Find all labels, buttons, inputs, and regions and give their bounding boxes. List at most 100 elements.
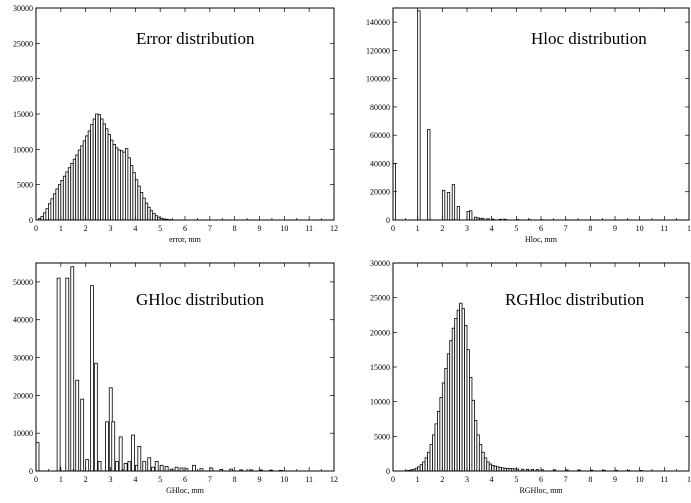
x-tick-label: 4	[490, 475, 494, 484]
y-tick-label: 10000	[13, 429, 33, 438]
histogram-bar	[75, 379, 80, 472]
y-tick-label: 10000	[13, 145, 33, 154]
histogram-bar	[192, 464, 196, 472]
histogram-bar	[105, 421, 109, 472]
x-tick-label: 12	[330, 224, 338, 233]
histogram-bar	[131, 434, 135, 472]
x-axis-label: GHloc, mm	[166, 486, 205, 495]
x-tick-label: 7	[564, 475, 568, 484]
y-tick-label: 30000	[370, 259, 390, 268]
x-tick-label: 10	[280, 475, 288, 484]
histogram-bar	[97, 461, 102, 472]
x-tick-label: 6	[539, 475, 543, 484]
x-tick-label: 8	[588, 224, 592, 233]
x-tick-label: 7	[208, 475, 212, 484]
x-tick-label: 4	[133, 224, 137, 233]
y-tick-label: 20000	[13, 391, 33, 400]
histogram-bar	[93, 362, 98, 472]
x-tick-label: 8	[233, 224, 237, 233]
y-tick-label: 25000	[13, 39, 33, 48]
x-tick-label: 8	[588, 475, 592, 484]
x-tick-label: 0	[34, 224, 38, 233]
x-tick-label: 6	[183, 475, 187, 484]
y-tick-label: 50000	[13, 278, 33, 287]
histogram-bar	[151, 466, 155, 472]
y-tick-label: 30000	[13, 354, 33, 363]
x-tick-label: 1	[687, 475, 691, 484]
histogram-bar	[56, 277, 61, 472]
x-tick-label: 3	[465, 475, 469, 484]
y-tick-label: 0	[386, 467, 390, 476]
x-tick-label: 0	[391, 475, 395, 484]
x-tick-label: 11	[305, 224, 313, 233]
x-tick-label: 9	[613, 475, 617, 484]
x-tick-label: 7	[564, 224, 568, 233]
y-tick-label: 15000	[370, 363, 390, 372]
x-tick-label: 5	[158, 475, 162, 484]
x-tick-label: 1	[416, 475, 420, 484]
x-tick-label: 12	[330, 475, 338, 484]
x-tick-label: 4	[133, 475, 137, 484]
x-tick-label: 1	[416, 224, 420, 233]
histogram-bar	[85, 459, 90, 472]
histogram-bar	[147, 457, 152, 472]
x-tick-label: 10	[280, 224, 288, 233]
x-tick-label: 1	[59, 475, 63, 484]
y-tick-label: 10000	[370, 398, 390, 407]
y-tick-label: 5000	[374, 432, 390, 441]
histogram-bar	[441, 189, 446, 221]
panel-title: GHloc distribution	[136, 290, 264, 309]
x-tick-label: 2	[440, 224, 444, 233]
x-axis-label: error, mm	[169, 235, 201, 244]
histogram-bar	[111, 421, 116, 472]
histogram-bar	[142, 461, 147, 472]
x-tick-label: 3	[109, 224, 113, 233]
y-tick-label: 120000	[366, 46, 390, 55]
x-tick-label: 5	[158, 224, 162, 233]
y-tick-label: 30000	[13, 4, 33, 13]
x-tick-label: 1	[59, 224, 63, 233]
y-tick-label: 60000	[370, 131, 390, 140]
x-tick-label: 2	[84, 224, 88, 233]
x-tick-label: 2	[84, 475, 88, 484]
x-tick-label: 6	[539, 224, 543, 233]
histogram-bar	[427, 129, 431, 221]
x-tick-label: 7	[208, 224, 212, 233]
y-tick-label: 40000	[370, 159, 390, 168]
y-tick-label: 80000	[370, 103, 390, 112]
x-tick-label: 9	[258, 224, 262, 233]
x-tick-label: 4	[490, 224, 494, 233]
x-tick-label: 11	[305, 475, 313, 484]
y-tick-label: 20000	[370, 328, 390, 337]
y-tick-label: 5000	[17, 181, 33, 190]
histogram-panel-4: 0 1 2 3 4 5 6 7 8 9 10 11 10500010000150002000025000…	[370, 259, 691, 495]
y-tick-label: 0	[29, 467, 33, 476]
histogram-bar	[451, 184, 456, 221]
y-tick-label: 0	[386, 216, 390, 225]
panel-title: Error distribution	[136, 29, 255, 48]
x-tick-label: 5	[514, 224, 518, 233]
x-tick-label: 8	[233, 475, 237, 484]
histogram-panel-1: 0 1 2 3 4 5 6 7 8 9 10 11 12050001000015000200002500…	[13, 4, 338, 244]
x-tick-label: 0	[34, 475, 38, 484]
x-tick-label: 10	[636, 224, 644, 233]
histogram-bar	[159, 464, 164, 472]
histogram-bar	[65, 277, 70, 472]
panel-title: RGHloc distribution	[505, 290, 645, 309]
panel-title: Hloc distribution	[531, 29, 647, 48]
y-tick-label: 25000	[370, 294, 390, 303]
histogram-bar	[123, 463, 128, 472]
histogram-bar	[137, 446, 142, 472]
x-tick-label: 11	[660, 475, 668, 484]
histogram-bar	[70, 266, 75, 472]
x-tick-label: 1	[687, 224, 691, 233]
histogram-bar	[164, 466, 169, 472]
x-tick-label: 10	[636, 475, 644, 484]
x-tick-label: 3	[465, 224, 469, 233]
histogram-bar	[115, 461, 119, 472]
y-tick-label: 20000	[13, 75, 33, 84]
x-tick-label: 11	[660, 224, 668, 233]
histogram-bar	[127, 461, 132, 472]
x-tick-label: 2	[440, 475, 444, 484]
x-tick-label: 6	[183, 224, 187, 233]
